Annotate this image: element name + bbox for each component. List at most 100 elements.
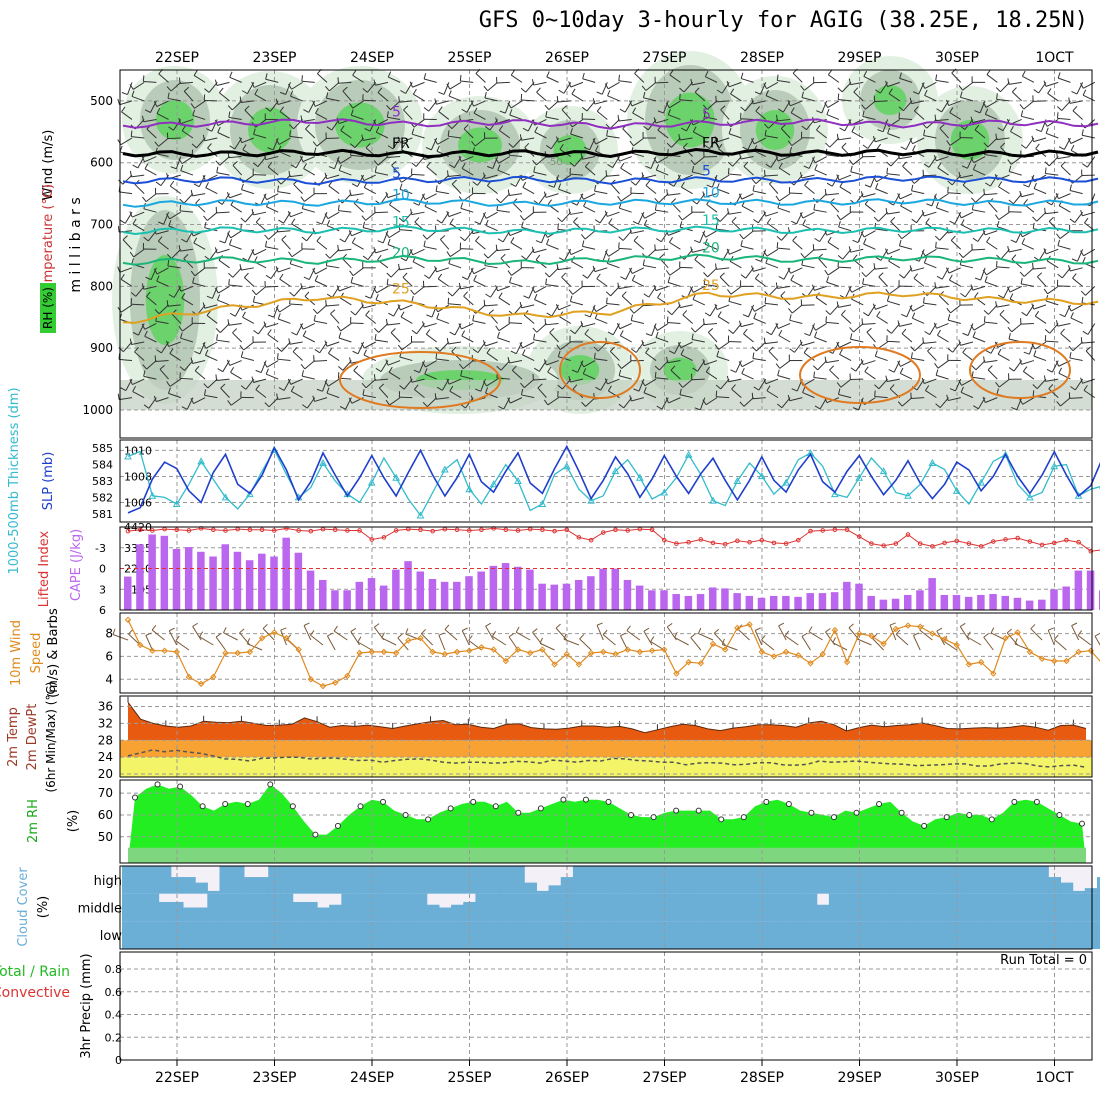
wind-barb bbox=[839, 341, 852, 348]
wind-barb-flag bbox=[190, 270, 196, 277]
wind-barb-flag bbox=[312, 308, 318, 314]
wind-barb-flag bbox=[1072, 105, 1078, 112]
wind-barb bbox=[658, 193, 669, 204]
cape-bar bbox=[489, 565, 498, 610]
precip-axis-label: 3hr Precip (mm) bbox=[79, 953, 94, 1058]
wind-barb-flag bbox=[790, 107, 795, 114]
thickness-point bbox=[416, 511, 425, 519]
li-point bbox=[722, 541, 728, 547]
wind-barb bbox=[131, 211, 145, 218]
wind10m-barb-flag bbox=[151, 624, 157, 631]
wind-barb bbox=[545, 116, 559, 120]
cape-bar bbox=[830, 592, 839, 610]
wind-barb bbox=[430, 137, 438, 151]
rh-shade-90 bbox=[155, 100, 195, 140]
precip-legend-total: Total / Rain bbox=[0, 964, 70, 980]
wind-barb bbox=[500, 360, 511, 371]
wind-barb bbox=[228, 116, 242, 120]
wind-barb-flag bbox=[582, 72, 585, 79]
wind-barb bbox=[316, 240, 328, 250]
wind-barb-flag bbox=[220, 383, 226, 389]
wind-barb bbox=[156, 113, 169, 120]
isotherm-label: 25 bbox=[702, 278, 720, 294]
wind-barb bbox=[887, 300, 900, 306]
wind-barb bbox=[156, 397, 169, 403]
wind-barb bbox=[801, 97, 815, 102]
wind10m-barb bbox=[856, 638, 872, 646]
wind-barb bbox=[768, 350, 779, 361]
li-tick: 0 bbox=[99, 563, 106, 576]
wind-barb-flag bbox=[788, 308, 793, 314]
wind-barb-flag bbox=[423, 240, 426, 247]
wind-barb bbox=[716, 188, 730, 195]
wind-barb-flag bbox=[191, 143, 197, 149]
wind-barb bbox=[802, 392, 815, 399]
cape-bar bbox=[977, 594, 985, 610]
wind-barb bbox=[146, 128, 157, 139]
wind-barb bbox=[414, 389, 425, 399]
wind-barb-flag bbox=[679, 221, 683, 228]
wind-barb bbox=[962, 81, 974, 91]
wind-barb bbox=[813, 209, 827, 213]
wind-barb-flag bbox=[409, 81, 413, 88]
wind-barb-flag bbox=[142, 196, 147, 202]
wind-barb bbox=[302, 375, 315, 380]
wind-barb bbox=[985, 100, 998, 108]
wind-barb bbox=[207, 211, 218, 221]
wind10m-barb bbox=[643, 631, 653, 646]
wind-barb-flag bbox=[1068, 97, 1071, 104]
wind-barb bbox=[644, 211, 657, 219]
wind-barb bbox=[979, 100, 986, 114]
wind-barb bbox=[755, 278, 767, 287]
wind-barb bbox=[972, 118, 986, 124]
wind-barb bbox=[814, 336, 827, 343]
wind-barb-flag bbox=[300, 155, 304, 162]
wind-barb-flag bbox=[292, 346, 298, 353]
wind-barb bbox=[966, 156, 974, 169]
wind-barb bbox=[144, 335, 157, 343]
wind-barb-flag bbox=[742, 314, 749, 318]
wind-barb-flag bbox=[641, 212, 646, 219]
cloud-high-bar bbox=[414, 866, 428, 894]
wind-barb bbox=[594, 267, 608, 273]
wind-barb bbox=[315, 112, 328, 120]
cape-bar bbox=[136, 544, 144, 610]
wind-barb-flag bbox=[824, 356, 827, 363]
wind-barb bbox=[924, 94, 937, 102]
wind-barb bbox=[216, 248, 230, 254]
wind-barb bbox=[902, 165, 913, 176]
wind-barb bbox=[211, 286, 218, 299]
wind-barb bbox=[789, 319, 803, 324]
wind-barb-flag bbox=[434, 98, 437, 105]
cloud-middle-bar bbox=[341, 893, 355, 922]
wind-barb bbox=[525, 82, 535, 93]
wind-barb bbox=[595, 304, 608, 313]
wind-barb-flag bbox=[446, 210, 450, 217]
panel-frame bbox=[119, 526, 1093, 611]
wind-barb bbox=[231, 100, 243, 111]
cloud-low-bar bbox=[828, 921, 842, 949]
wind-barb-flag bbox=[972, 163, 977, 170]
wind-barb-flag bbox=[702, 358, 706, 365]
wind-barb-flag bbox=[694, 87, 700, 93]
wind-barb bbox=[939, 397, 949, 408]
wind-barb-flag bbox=[170, 166, 177, 170]
cloud-low-bar bbox=[524, 921, 537, 949]
wind-barb-flag bbox=[460, 202, 464, 209]
cloud-high-bar bbox=[341, 866, 355, 894]
wind-barb bbox=[387, 244, 401, 250]
wind-barb-flag bbox=[470, 100, 475, 107]
wind-barb-flag bbox=[1080, 209, 1083, 216]
wind-barb-flag bbox=[814, 405, 821, 410]
wind-barb bbox=[765, 262, 779, 269]
wind-barb bbox=[437, 137, 450, 145]
wind-barb-flag bbox=[240, 351, 244, 358]
wind-barb bbox=[765, 378, 779, 385]
wind-barb-flag bbox=[350, 310, 356, 316]
wind-barb bbox=[650, 156, 657, 169]
wind-barb bbox=[218, 285, 230, 294]
wind-barb bbox=[363, 174, 376, 182]
wind-barb-flag bbox=[447, 170, 449, 177]
wind10m-barb-flag bbox=[825, 628, 831, 633]
